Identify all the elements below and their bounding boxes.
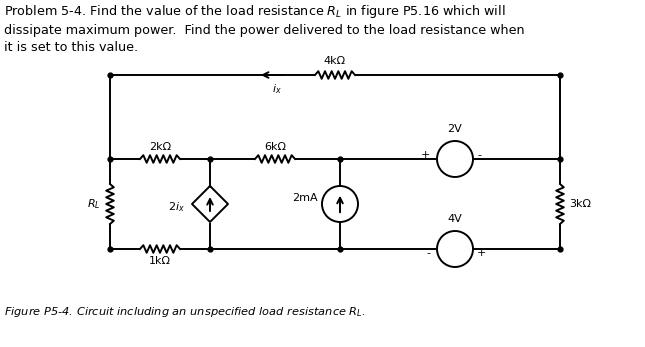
Text: 2mA: 2mA [292,193,318,203]
Text: -: - [477,150,481,160]
Text: 6kΩ: 6kΩ [264,142,286,152]
Text: 4kΩ: 4kΩ [324,56,346,66]
Text: $i_x$: $i_x$ [272,82,282,96]
Text: +: + [477,248,486,258]
Text: Problem 5-4. Find the value of the load resistance $R_L$ in figure P5.16 which w: Problem 5-4. Find the value of the load … [4,3,524,54]
Text: -: - [426,248,430,258]
Text: +: + [421,150,430,160]
Text: 3kΩ: 3kΩ [569,199,591,209]
Text: 2kΩ: 2kΩ [149,142,171,152]
Text: 2V: 2V [448,124,462,134]
Text: Figure P5-4. Circuit including an unspecified load resistance $R_L$.: Figure P5-4. Circuit including an unspec… [4,305,366,319]
Text: $2i_x$: $2i_x$ [168,200,185,214]
Text: 4V: 4V [448,214,462,224]
Text: 1kΩ: 1kΩ [149,256,171,266]
Text: $R_L$: $R_L$ [88,197,101,211]
